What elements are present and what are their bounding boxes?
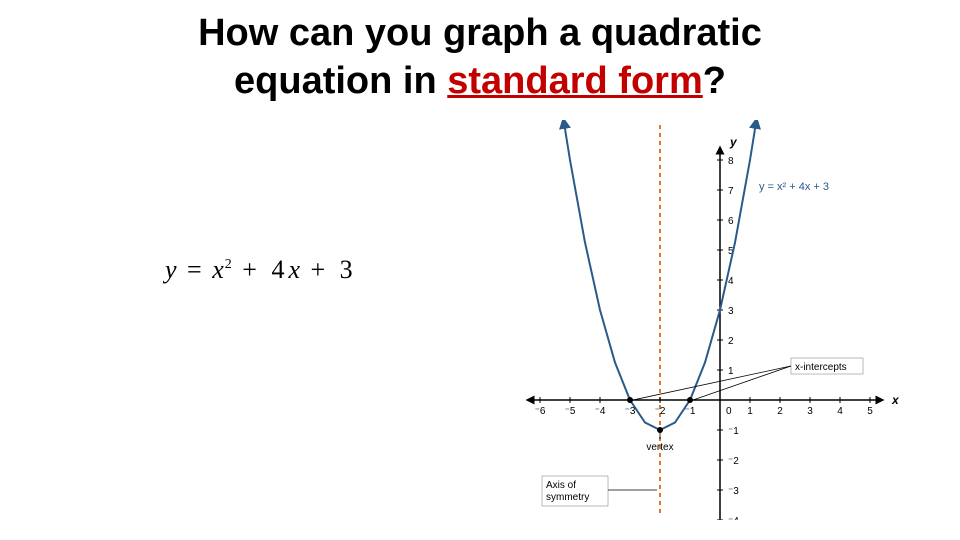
slide-title: How can you graph a quadratic equation i… [0,10,960,105]
y-tick-label: 2 [728,336,734,347]
eq-term2-coef: 4 [271,255,284,284]
x-tick-label: 2 [777,406,783,417]
x-tick-label: ⁻4 [595,406,606,417]
y-tick-label: 7 [728,186,734,197]
x-tick-label: ⁻6 [535,406,546,417]
x-tick-label: ⁻1 [685,406,696,417]
eq-equals: = [187,255,202,284]
origin-label: 0 [726,406,732,417]
eq-term3: 3 [340,255,353,284]
y-tick-label: ⁻4 [728,516,739,520]
y-tick-label: 1 [728,366,734,377]
x-axis-label: x [891,393,900,407]
parabola-graph: ⁻6⁻5⁻4⁻3⁻2⁻112345⁻5⁻4⁻3⁻2⁻1123456780xyy … [480,120,900,520]
title-line1: How can you graph a quadratic [198,12,762,54]
eq-term2-var: x [288,255,300,284]
eq-term1-exp: 2 [225,257,232,272]
eq-plus1: + [242,255,257,284]
y-tick-label: ⁻3 [728,486,739,497]
aos-label-line1: Axis of [546,480,576,491]
x-tick-label: ⁻5 [565,406,576,417]
y-tick-label: 8 [728,156,734,167]
y-tick-label: ⁻2 [728,456,739,467]
x-tick-label: ⁻2 [655,406,666,417]
x-tick-label: 4 [837,406,843,417]
x-intercept-pointer [693,366,791,400]
slide: How can you graph a quadratic equation i… [0,0,960,540]
x-tick-label: 1 [747,406,753,417]
plot-point [657,427,663,433]
y-axis-label: y [729,135,738,149]
y-tick-label: ⁻1 [728,426,739,437]
eq-term1-var: x [212,255,224,284]
title-qmark: ? [703,60,726,102]
vertex-label: vertex [646,442,673,453]
y-tick-label: 6 [728,216,734,227]
aos-label-line2: symmetry [546,492,589,503]
x-tick-label: 5 [867,406,873,417]
graph-equation-label: y = x² + 4x + 3 [759,181,829,193]
title-emphasis: standard form [447,60,702,102]
y-tick-label: 3 [728,306,734,317]
eq-lhs: y [165,255,177,284]
plot-point [687,397,693,403]
x-intercepts-label: x-intercepts [795,362,847,373]
x-tick-label: 3 [807,406,813,417]
title-line2-prefix: equation in [234,60,447,102]
x-intercept-pointer [633,366,791,400]
y-tick-label: 4 [728,276,734,287]
plot-point [627,397,633,403]
equation-standard-form: y = x2 + 4x + 3 [165,255,357,285]
eq-plus2: + [310,255,325,284]
